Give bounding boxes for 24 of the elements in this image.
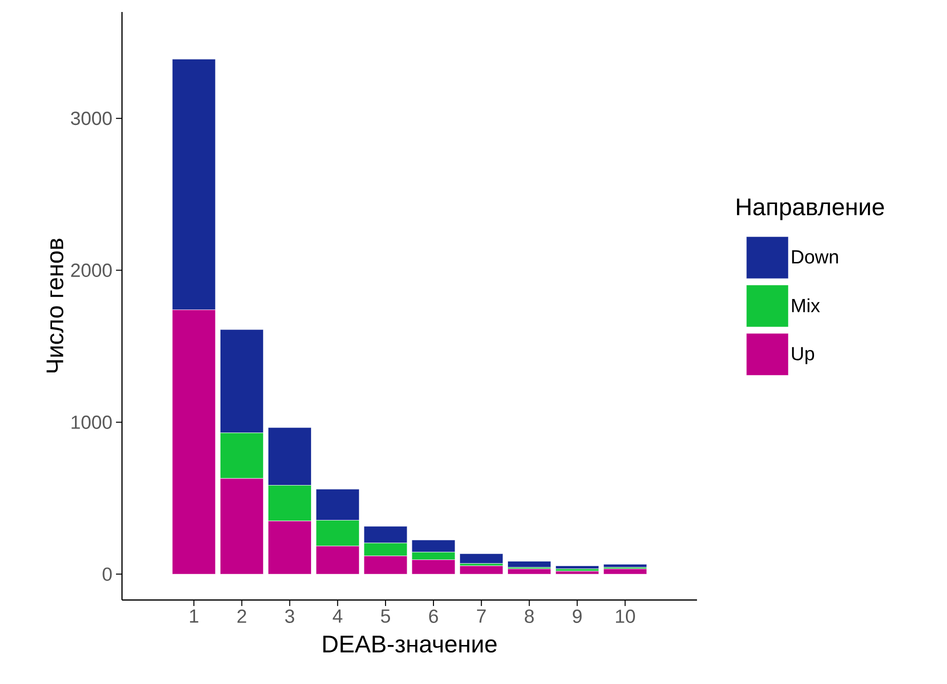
bar <box>555 568 599 572</box>
x-tick-label: 6 <box>429 610 438 623</box>
x-tick-label: 9 <box>572 610 582 623</box>
x-axis-title: DEAB-значение <box>323 636 497 653</box>
x-tick-label: 5 <box>381 610 390 623</box>
legend-label: Mix <box>792 298 820 312</box>
legend-label: Up <box>792 347 814 364</box>
x-tick-label: 10 <box>616 610 635 623</box>
bar <box>460 553 504 564</box>
y-tick-label: 1000 <box>72 416 112 429</box>
y-axis-title: Число генов <box>46 238 64 372</box>
x-tick-label: 7 <box>477 610 486 623</box>
y-tick-label: 3000 <box>70 112 112 126</box>
y-tick-label: 0 <box>102 567 112 581</box>
legend-title: Направление <box>736 198 884 220</box>
x-tick-label: 3 <box>285 610 294 623</box>
x-tick-label: 8 <box>524 610 534 623</box>
x-tick-label: 2 <box>237 610 246 623</box>
x-tick-label: 4 <box>332 610 342 623</box>
y-tick-label: 2000 <box>71 264 112 278</box>
bar <box>555 570 599 574</box>
bar <box>460 566 504 574</box>
legend-label: Down <box>792 250 838 264</box>
x-tick-label: 1 <box>190 610 198 623</box>
